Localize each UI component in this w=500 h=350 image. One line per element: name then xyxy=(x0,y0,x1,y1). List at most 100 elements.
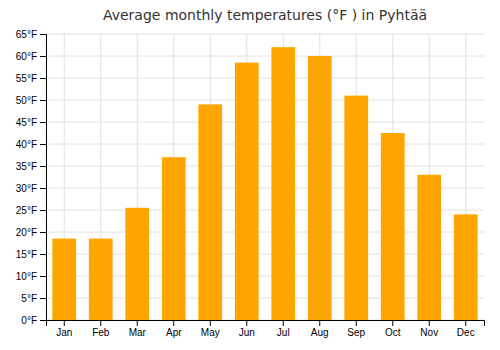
y-tick-label: 20°F xyxy=(16,227,37,238)
x-tick-mark xyxy=(100,320,101,326)
y-tick-label: 65°F xyxy=(16,29,37,40)
x-axis-line xyxy=(47,321,485,327)
y-tick-label: 25°F xyxy=(16,205,37,216)
y-tick: 50°F xyxy=(16,95,46,106)
x-tick-label: Dec xyxy=(457,327,475,338)
grid-line xyxy=(46,122,484,123)
x-tick-mark xyxy=(356,320,357,326)
y-tick: 45°F xyxy=(16,117,46,128)
x-tick-mark xyxy=(429,320,430,326)
grid-line xyxy=(46,34,484,35)
y-tick-label: 35°F xyxy=(16,161,37,172)
y-axis: 0°F 5°F 10°F 15°F 20°F 25°F 30°F 35°F 40°F 45°F 50… xyxy=(16,29,47,326)
x-tick-mark xyxy=(64,320,65,326)
bar xyxy=(271,47,295,320)
x-tick: Jan xyxy=(56,320,72,338)
grid xyxy=(46,34,484,320)
y-tick-label: 50°F xyxy=(16,95,37,106)
x-tick-label: Jul xyxy=(277,327,290,338)
y-tick: 60°F xyxy=(16,51,46,62)
x-tick: May xyxy=(201,320,220,338)
plot: Jan Feb Mar Apr May Jun Jul Aug Sep Oct Nov Dec 0°F 5… xyxy=(16,29,485,338)
x-tick: Mar xyxy=(129,320,147,338)
x-tick: Sep xyxy=(347,320,365,338)
y-tick: 5°F xyxy=(21,293,46,304)
bar xyxy=(454,214,478,320)
y-tick-mark xyxy=(40,56,46,57)
y-tick-label: 15°F xyxy=(16,249,37,260)
grid-line xyxy=(46,144,484,145)
x-tick-label: Aug xyxy=(311,327,329,338)
x-tick-label: Mar xyxy=(129,327,147,338)
y-tick: 40°F xyxy=(16,139,46,150)
x-tick-mark xyxy=(210,320,211,326)
y-tick-mark xyxy=(40,232,46,233)
y-tick-mark xyxy=(40,210,46,211)
bars xyxy=(52,47,477,320)
y-tick-mark xyxy=(40,254,46,255)
grid-line xyxy=(46,56,484,57)
x-tick-label: Jun xyxy=(239,327,255,338)
x-tick-label: Feb xyxy=(92,327,110,338)
y-tick-mark xyxy=(40,144,46,145)
bar xyxy=(52,239,76,320)
x-tick-mark xyxy=(173,320,174,326)
x-tick: Aug xyxy=(311,320,329,338)
x-tick-label: Jan xyxy=(56,327,72,338)
y-tick-mark xyxy=(40,298,46,299)
y-tick-label: 0°F xyxy=(21,315,37,326)
y-tick: 65°F xyxy=(16,29,46,40)
y-tick-label: 5°F xyxy=(21,293,37,304)
y-tick-label: 40°F xyxy=(16,139,37,150)
x-tick: Apr xyxy=(166,320,182,338)
bar xyxy=(235,63,259,320)
bar xyxy=(89,239,113,320)
bar xyxy=(417,175,441,320)
x-tick: Jun xyxy=(239,320,255,338)
x-tick-label: Sep xyxy=(347,327,365,338)
y-tick-mark xyxy=(40,320,46,321)
grid-line xyxy=(46,166,484,167)
y-tick-mark xyxy=(40,276,46,277)
x-tick-mark xyxy=(246,320,247,326)
y-tick: 15°F xyxy=(16,249,46,260)
x-tick-label: May xyxy=(201,327,220,338)
bar xyxy=(381,133,405,320)
x-tick: Dec xyxy=(457,320,475,338)
grid-line xyxy=(46,78,484,79)
x-tick-mark xyxy=(392,320,393,326)
y-tick-label: 55°F xyxy=(16,73,37,84)
bar xyxy=(162,157,186,320)
y-tick: 35°F xyxy=(16,161,46,172)
x-tick: Jul xyxy=(277,320,290,338)
x-tick-mark xyxy=(319,320,320,326)
x-tick-label: Nov xyxy=(420,327,438,338)
bar xyxy=(198,104,222,320)
y-tick-label: 10°F xyxy=(16,271,37,282)
y-axis-line xyxy=(40,35,47,321)
y-tick-mark xyxy=(40,78,46,79)
chart: Jan Feb Mar Apr May Jun Jul Aug Sep Oct Nov Dec 0°F 5… xyxy=(0,0,500,350)
y-tick: 10°F xyxy=(16,271,46,282)
y-tick-mark xyxy=(40,100,46,101)
y-tick: 20°F xyxy=(16,227,46,238)
bar xyxy=(344,96,368,320)
y-tick-mark xyxy=(40,166,46,167)
bar xyxy=(125,208,149,320)
y-tick-mark xyxy=(40,122,46,123)
x-tick-mark xyxy=(137,320,138,326)
y-tick-label: 45°F xyxy=(16,117,37,128)
x-axis: Jan Feb Mar Apr May Jun Jul Aug Sep Oct Nov Dec xyxy=(47,320,485,338)
y-tick: 55°F xyxy=(16,73,46,84)
grid-line xyxy=(46,100,484,101)
y-tick: 30°F xyxy=(16,183,46,194)
y-tick: 0°F xyxy=(21,315,46,326)
x-tick-mark xyxy=(465,320,466,326)
x-tick-label: Oct xyxy=(385,327,401,338)
title: Average monthly temperatures (°F ) in Py… xyxy=(103,7,427,23)
y-tick-mark xyxy=(40,34,46,35)
y-tick-label: 30°F xyxy=(16,183,37,194)
x-tick-mark xyxy=(283,320,284,326)
x-tick: Oct xyxy=(385,320,401,338)
x-tick: Feb xyxy=(92,320,110,338)
